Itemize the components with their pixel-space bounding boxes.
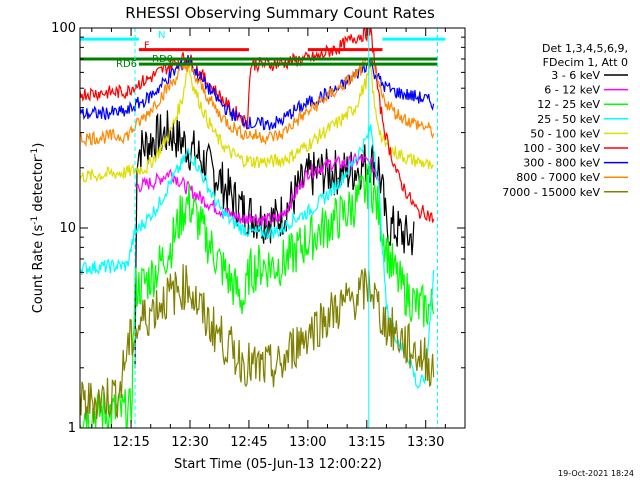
- annotation-label-rd0: RD0: [152, 54, 173, 65]
- y-label-pre: Count Rate (s: [31, 225, 46, 314]
- legend-label-25-50-kev: 25 - 50 keV: [537, 113, 600, 126]
- series-50-100-kev: [80, 63, 434, 183]
- x-tick-label: 13:15: [348, 435, 385, 450]
- y-axis-label: Count Rate (s-1 detector-1): [30, 143, 46, 314]
- legend-label-12-25-kev: 12 - 25 keV: [537, 98, 600, 111]
- chart-title: RHESSI Observing Summary Count Rates: [125, 4, 435, 22]
- legend-label-300-800-kev: 300 - 800 keV: [523, 157, 600, 170]
- y-label-post-exp: -1: [30, 148, 40, 157]
- legend: Det 1,3,4,5,6,9, FDecim 1, Att 0 3 - 6 k…: [502, 42, 628, 199]
- legend-label-7000-15000-kev: 7000 - 15000 keV: [502, 186, 600, 199]
- y-label-post: detector: [31, 156, 46, 216]
- y-tick-label: 1: [68, 421, 76, 436]
- series-7000-15000-kev: [80, 264, 435, 424]
- legend-label-6-12-kev: 6 - 12 keV: [544, 84, 600, 97]
- x-tick-label: 13:30: [407, 435, 444, 450]
- annotation-label-n: N: [158, 30, 165, 41]
- legend-header-line-1: Det 1,3,4,5,6,9,: [542, 42, 628, 55]
- legend-header-line-2: FDecim 1, Att 0: [543, 56, 628, 69]
- series-300-800-kev: [80, 54, 435, 131]
- x-axis-label: Start Time (05-Jun-13 12:00:22): [174, 457, 382, 472]
- legend-label-50-100-kev: 50 - 100 keV: [530, 127, 600, 140]
- x-axis: 12:15 12:30 12:45 13:00 13:15 13:30: [91, 28, 446, 450]
- y-label-exp: -1: [30, 216, 40, 225]
- series-6-12-kev: [134, 152, 380, 227]
- series-3-6-kev: [134, 110, 415, 369]
- series-12-25-kev: [80, 162, 435, 428]
- series-800-7000-kev: [80, 57, 435, 148]
- y-tick-label: 10: [59, 221, 76, 236]
- plot-area: [80, 28, 446, 428]
- legend-label-100-300-kev: 100 - 300 keV: [523, 142, 600, 155]
- legend-label-3-6-kev: 3 - 6 keV: [551, 69, 600, 82]
- y-label-close: ): [31, 143, 46, 148]
- series-25-50-kev: [80, 124, 435, 390]
- timestamp: 19-Oct-2021 18:24: [558, 469, 634, 478]
- y-tick-label: 100: [51, 21, 76, 36]
- x-tick-label: 13:00: [289, 435, 326, 450]
- annotation-label-f: F: [144, 41, 150, 52]
- y-axis: 1 10 100: [51, 21, 465, 436]
- x-tick-label: 12:30: [171, 435, 208, 450]
- x-tick-label: 12:45: [230, 435, 267, 450]
- x-tick-label: 12:15: [112, 435, 149, 450]
- annotation-label-rd6: RD6: [116, 59, 137, 70]
- legend-label-800-7000-kev: 800 - 7000 keV: [516, 171, 600, 184]
